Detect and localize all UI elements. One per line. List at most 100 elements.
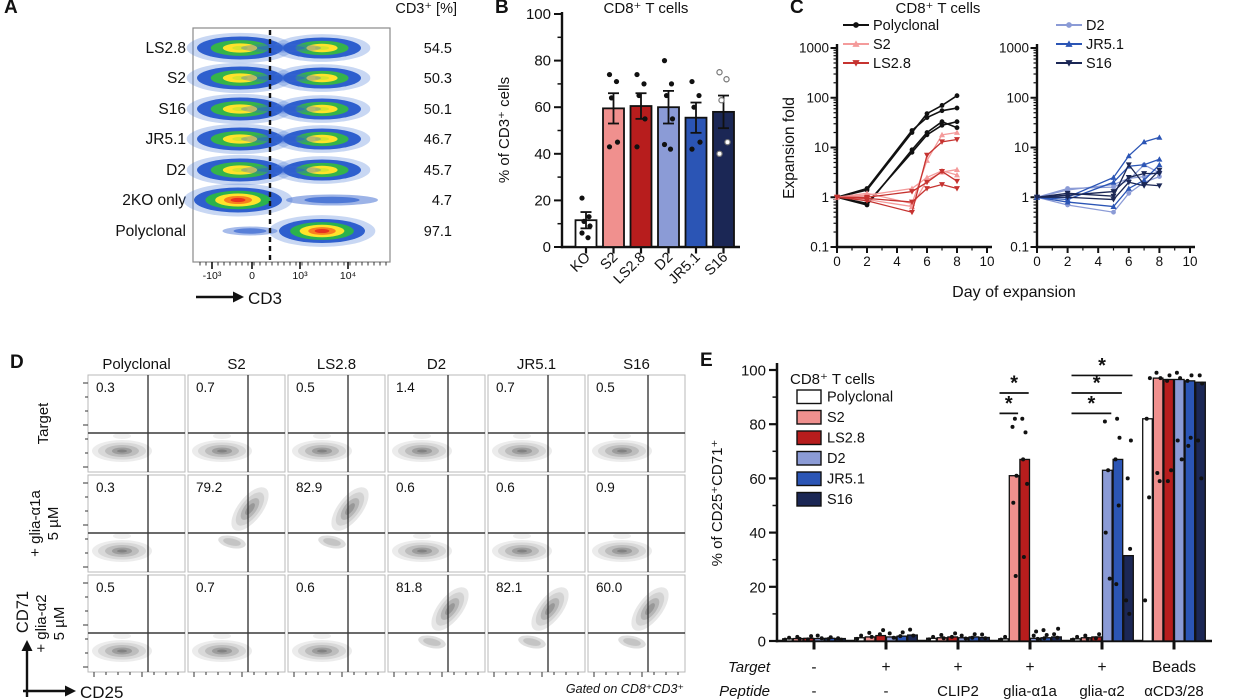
bar-polyclonal bbox=[854, 637, 865, 642]
x-category-label: S16 bbox=[702, 250, 732, 280]
legend-marker bbox=[1065, 40, 1073, 47]
series-marker bbox=[954, 166, 960, 172]
data-dot bbox=[877, 632, 882, 637]
sparse-scatter bbox=[241, 73, 321, 83]
series-marker bbox=[1125, 179, 1132, 186]
legend-swatch-s2 bbox=[796, 409, 822, 425]
quadrant-value: 60.0 bbox=[596, 580, 622, 595]
data-dot bbox=[1147, 495, 1152, 500]
series-marker bbox=[1111, 209, 1116, 215]
density-blob-negative bbox=[192, 433, 252, 462]
y-tick-label: 1 bbox=[1021, 190, 1029, 205]
target-value: + bbox=[1025, 659, 1034, 676]
sample-label: JR5.1 bbox=[146, 131, 187, 148]
scatter-dots bbox=[1102, 419, 1112, 581]
quadrant-value: 0.9 bbox=[596, 480, 615, 495]
panel-a-label: A bbox=[4, 0, 18, 18]
data-dot bbox=[931, 634, 936, 639]
data-dot bbox=[1178, 376, 1183, 381]
density-blob-negative bbox=[492, 433, 552, 462]
scatter-dots bbox=[1052, 626, 1061, 640]
data-dot bbox=[636, 92, 642, 99]
data-dot-open bbox=[724, 138, 731, 146]
legend-swatch-d2 bbox=[796, 450, 822, 466]
sample-label: 2KO only bbox=[122, 192, 186, 209]
x-axis-arrow-head bbox=[233, 291, 244, 303]
series-marker bbox=[1110, 174, 1117, 180]
data-dot bbox=[1117, 435, 1122, 440]
data-dot bbox=[1199, 476, 1204, 481]
x-tick-label: 4 bbox=[893, 254, 901, 269]
legend-label: S16 bbox=[1086, 56, 1112, 72]
data-dot bbox=[1174, 370, 1179, 375]
legend-label: D2 bbox=[1086, 18, 1105, 34]
quadrant-value: 0.5 bbox=[296, 380, 315, 395]
x-tick-label: 10³ bbox=[292, 270, 308, 282]
series-line-s16 bbox=[1036, 163, 1160, 198]
density-blob-negative bbox=[592, 433, 652, 462]
bar-jr51 bbox=[684, 116, 708, 248]
peptide-value: - bbox=[812, 683, 817, 700]
data-dot bbox=[795, 634, 800, 639]
data-dot bbox=[963, 636, 968, 641]
cell-x-ticks bbox=[593, 672, 679, 677]
density-blob-negative bbox=[392, 433, 452, 462]
data-dot bbox=[1031, 633, 1036, 638]
y-tick-label: 1 bbox=[821, 190, 829, 205]
legend-marker bbox=[1066, 22, 1072, 28]
data-dot bbox=[828, 635, 833, 640]
data-dot bbox=[663, 92, 670, 99]
significance-star: * bbox=[1005, 393, 1013, 415]
peptide-value: glia-α2 bbox=[1079, 683, 1124, 700]
data-dot bbox=[972, 632, 977, 637]
line-subplot-right: 0.1 1 10 100 1000 0 2 4 6 8 10 bbox=[999, 41, 1198, 270]
quadrant-value: 1.4 bbox=[396, 380, 415, 395]
quadrant-value: 0.7 bbox=[196, 380, 215, 395]
quadrant-value: 0.7 bbox=[196, 580, 215, 595]
data-dot bbox=[999, 637, 1004, 642]
series-marker bbox=[1141, 177, 1148, 183]
series-marker bbox=[954, 119, 960, 125]
series-marker bbox=[939, 108, 945, 114]
data-dot bbox=[1106, 468, 1111, 473]
sample-value: 54.5 bbox=[424, 41, 452, 57]
data-dot bbox=[613, 78, 620, 85]
series-marker bbox=[924, 186, 930, 192]
scatter-dots bbox=[1174, 370, 1184, 462]
series-marker bbox=[909, 189, 915, 195]
sample-value: 46.7 bbox=[424, 132, 452, 148]
data-dot bbox=[1115, 416, 1120, 421]
cell-y-ticks bbox=[83, 582, 88, 668]
series-marker bbox=[954, 172, 960, 178]
column-header: Polyclonal bbox=[102, 356, 170, 373]
cell-cluster bbox=[273, 95, 371, 123]
data-dot bbox=[1013, 573, 1018, 578]
bar-s16 bbox=[1123, 554, 1134, 642]
series-marker bbox=[1034, 194, 1040, 201]
data-dot bbox=[1158, 376, 1163, 381]
x-tick-label: 2 bbox=[1064, 254, 1072, 269]
scatter-dots bbox=[1185, 373, 1194, 448]
data-dot bbox=[927, 637, 932, 642]
quadrant-value: 0.6 bbox=[496, 480, 515, 495]
y-tick-label: 0.1 bbox=[1010, 240, 1029, 255]
data-dot bbox=[696, 92, 702, 99]
sample-value: 4.7 bbox=[432, 193, 452, 209]
y-tick-label: 100 bbox=[526, 6, 551, 23]
data-dot bbox=[697, 139, 703, 145]
column-header: S16 bbox=[623, 356, 650, 373]
data-dot bbox=[1144, 416, 1149, 421]
series-marker bbox=[939, 122, 945, 128]
data-dot bbox=[1075, 634, 1080, 639]
panel-e: E CD8⁺ T cells % of CD25⁺CD71⁺ 0 20 40 60 80… bbox=[700, 350, 1212, 700]
y-axis-arrow-head bbox=[21, 640, 33, 651]
x-tick-label: 4 bbox=[1094, 254, 1102, 269]
data-dot-open bbox=[716, 150, 723, 157]
scatter-dots bbox=[805, 634, 814, 642]
significance-star: * bbox=[1098, 355, 1106, 377]
legend-label: LS2.8 bbox=[827, 431, 865, 447]
data-dot bbox=[634, 144, 640, 150]
legend-label: JR5.1 bbox=[1086, 37, 1124, 53]
series-marker bbox=[1141, 161, 1148, 168]
